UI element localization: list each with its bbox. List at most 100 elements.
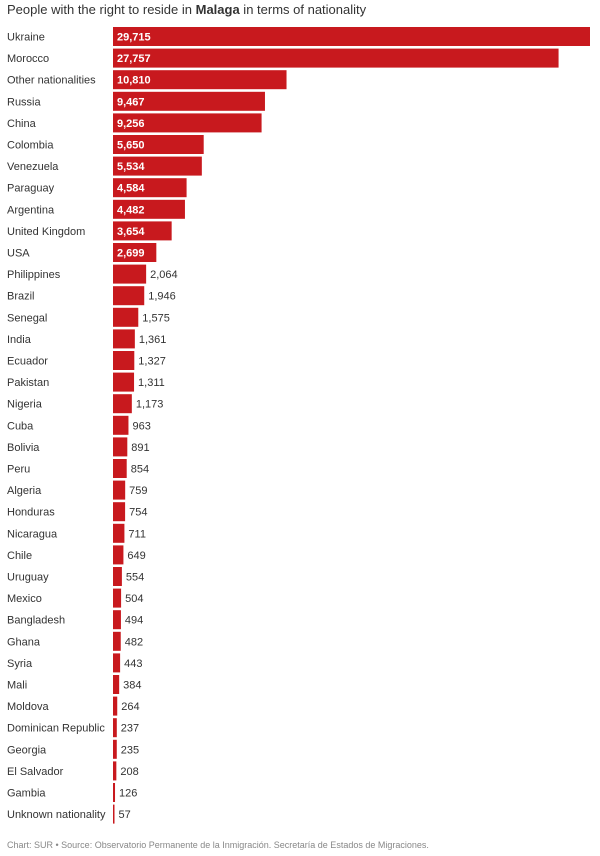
bar-bangladesh[interactable] — [113, 610, 121, 630]
bar-nigeria[interactable] — [113, 394, 132, 414]
category-label-brazil: Brazil — [7, 291, 35, 303]
bar-usa[interactable] — [113, 243, 157, 262]
bar-colombia[interactable] — [113, 135, 204, 154]
category-label-gambia: Gambia — [7, 788, 46, 800]
value-label-nigeria: 1,173 — [136, 399, 164, 411]
bar-bolivia[interactable] — [113, 437, 128, 457]
value-label-moldova: 264 — [121, 701, 139, 713]
value-label-paraguay: 4,584 — [117, 183, 145, 195]
value-label-bolivia: 891 — [131, 442, 149, 454]
value-label-morocco: 27,757 — [117, 53, 151, 65]
category-label-usa: USA — [7, 248, 30, 260]
bar-nicaragua[interactable] — [113, 523, 125, 543]
category-label-peru: Peru — [7, 464, 30, 476]
chart-title-bold: Malaga — [195, 2, 240, 17]
category-label-syria: Syria — [7, 658, 33, 670]
value-label-cuba: 963 — [132, 420, 150, 432]
value-label-usa: 2,699 — [117, 248, 145, 260]
bar-dominican-republic[interactable] — [113, 718, 117, 738]
category-label-nigeria: Nigeria — [7, 399, 43, 411]
value-label-bangladesh: 494 — [125, 615, 143, 627]
bar-india[interactable] — [113, 329, 135, 349]
bar-chart: Ukraine 29,715 Morocco 27,757 Other national… — [7, 27, 590, 824]
bar-ukraine[interactable] — [113, 27, 590, 46]
category-label-russia: Russia — [7, 96, 42, 108]
value-label-unknown-nationality: 57 — [119, 809, 131, 821]
bar-mexico[interactable] — [113, 588, 122, 608]
bar-philippines[interactable] — [113, 264, 147, 284]
chart-footer: Chart: SUR • Source: Observatorio Perman… — [7, 840, 429, 850]
bar-cuba[interactable] — [113, 415, 129, 435]
bar-china[interactable] — [113, 113, 262, 133]
value-label-argentina: 4,482 — [117, 204, 145, 216]
bar-chile[interactable] — [113, 545, 124, 565]
value-label-other-nationalities: 10,810 — [117, 75, 151, 87]
value-label-el-salvador: 208 — [120, 766, 138, 778]
category-label-cuba: Cuba — [7, 420, 34, 432]
bar-syria[interactable] — [113, 653, 121, 673]
bar-algeria[interactable] — [113, 480, 126, 500]
category-label-pakistan: Pakistan — [7, 377, 49, 389]
category-label-mali: Mali — [7, 680, 27, 692]
bar-other-nationalities[interactable] — [113, 70, 287, 90]
value-label-pakistan: 1,311 — [138, 377, 165, 389]
category-label-unknown-nationality: Unknown nationality — [7, 809, 106, 821]
category-label-ecuador: Ecuador — [7, 356, 48, 368]
category-label-bolivia: Bolivia — [7, 442, 40, 454]
bar-georgia[interactable] — [113, 739, 117, 759]
bar-mali[interactable] — [113, 675, 120, 694]
chart-title-prefix: People with the right to reside in — [7, 2, 196, 17]
value-label-chile: 649 — [127, 550, 145, 562]
category-label-algeria: Algeria — [7, 485, 42, 497]
category-label-morocco: Morocco — [7, 53, 49, 65]
value-label-venezuela: 5,534 — [117, 161, 145, 173]
value-label-dominican-republic: 237 — [121, 723, 139, 735]
bar-gambia[interactable] — [113, 783, 116, 802]
footer-separator: • — [53, 840, 62, 850]
bar-ecuador[interactable] — [113, 351, 135, 370]
category-label-philippines: Philippines — [7, 269, 61, 281]
value-label-philippines: 2,064 — [150, 269, 178, 281]
bar-argentina[interactable] — [113, 199, 185, 219]
chart-source: Source: Observatorio Permanente de la In… — [61, 840, 429, 850]
bar-ghana[interactable] — [113, 631, 121, 651]
bar-senegal[interactable] — [113, 307, 139, 327]
value-label-mexico: 504 — [125, 593, 143, 605]
category-label-china: China — [7, 118, 37, 130]
bar-united-kingdom[interactable] — [113, 221, 172, 241]
bar-moldova[interactable] — [113, 696, 118, 716]
value-label-algeria: 759 — [129, 485, 147, 497]
bar-honduras[interactable] — [113, 502, 126, 522]
category-label-other-nationalities: Other nationalities — [7, 75, 96, 87]
chart-title-suffix: in terms of nationality — [239, 2, 367, 17]
category-label-honduras: Honduras — [7, 507, 55, 519]
value-label-ukraine: 29,715 — [117, 32, 151, 44]
bar-el-salvador[interactable] — [113, 761, 117, 781]
value-label-ecuador: 1,327 — [138, 356, 166, 368]
category-label-bangladesh: Bangladesh — [7, 615, 65, 627]
category-label-ghana: Ghana — [7, 636, 41, 648]
value-label-honduras: 754 — [129, 507, 147, 519]
category-label-senegal: Senegal — [7, 312, 47, 324]
bar-brazil[interactable] — [113, 286, 145, 306]
value-label-colombia: 5,650 — [117, 140, 145, 152]
category-label-nicaragua: Nicaragua — [7, 528, 58, 540]
value-label-georgia: 235 — [121, 744, 139, 756]
bar-venezuela[interactable] — [113, 156, 202, 176]
bar-russia[interactable] — [113, 91, 265, 111]
value-label-senegal: 1,575 — [142, 312, 170, 324]
category-label-moldova: Moldova — [7, 701, 49, 713]
bar-pakistan[interactable] — [113, 372, 135, 392]
bar-paraguay[interactable] — [113, 178, 187, 198]
category-label-dominican-republic: Dominican Republic — [7, 723, 105, 735]
bar-unknown-nationality[interactable] — [113, 804, 115, 824]
category-label-mexico: Mexico — [7, 593, 42, 605]
bar-peru[interactable] — [113, 459, 127, 478]
category-label-india: India — [7, 334, 32, 346]
value-label-uruguay: 554 — [126, 572, 144, 584]
value-label-mali: 384 — [123, 680, 141, 692]
chart-credit: Chart: SUR — [7, 840, 54, 850]
value-label-china: 9,256 — [117, 118, 145, 130]
bar-uruguay[interactable] — [113, 567, 122, 586]
bar-morocco[interactable] — [113, 48, 559, 68]
